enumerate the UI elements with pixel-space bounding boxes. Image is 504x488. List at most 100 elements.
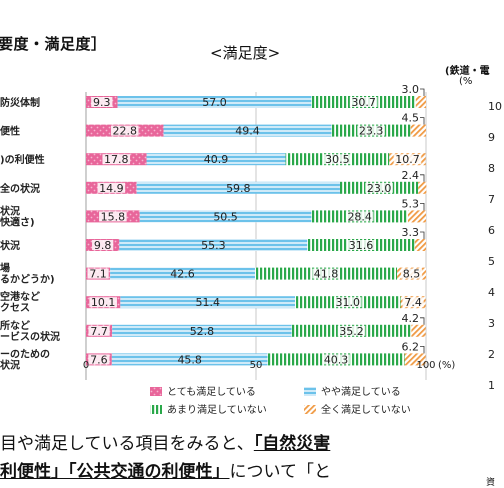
data-label-bg [89,297,117,308]
x-tick-label: 50 [250,360,263,371]
data-label-bg [365,182,393,193]
data-label: 52.8 [190,325,215,338]
category-label: るかどうか) [0,273,55,286]
data-label: 7.6 [90,353,108,366]
data-label: 40.3 [324,353,349,366]
data-label: 35.2 [339,325,364,338]
bottom-line-2-plain: について「と [229,462,332,482]
data-label: 31.6 [349,239,374,252]
data-label: 7.1 [89,268,107,281]
right-axis-tick: 3 [488,317,495,330]
data-label: 49.4 [235,125,260,138]
bar-somewhat_satisfied [110,267,255,280]
right-chart-note: (鉄道・電 [445,66,490,77]
leader-line [420,202,425,211]
data-label: 7.7 [90,325,108,338]
data-label: 41.8 [314,268,339,281]
data-label: 28.4 [347,210,372,223]
bar-somewhat_satisfied [117,96,312,108]
category-label: ービスの状況 [0,330,60,343]
leader-line [420,231,425,239]
legend-label: やや満足している [321,386,401,398]
data-label: 17.8 [104,153,129,166]
right-axis-tick: 5 [488,255,495,268]
legend-label: とても満足している [167,386,256,398]
category-label: )の利便性 [0,153,45,166]
category-label: 状況 [0,204,20,217]
data-label-bg [402,297,424,308]
category-label: 場 [0,262,10,275]
data-label: 10.1 [91,296,116,309]
leader-line [420,174,425,182]
category-label: 全の状況 [0,182,40,195]
data-label: 15.8 [101,210,126,223]
bottom-line-1-plain: 目や満足している項目をみると、 [0,434,254,454]
bar-somewhat_satisfied [146,153,286,166]
data-label: 22.8 [113,125,138,138]
category-label: ーのための [0,348,50,360]
right-axis-tick: 8 [488,162,495,175]
bottom-line-1: 目や満足している項目をみると、「自然災害 [0,430,331,458]
data-label-bg [400,268,423,279]
x-unit-label: (%) [438,360,455,371]
data-label: 23.3 [359,125,384,138]
bottom-paragraph: 目や満足している項目をみると、「自然災害 利便性」「公共交通の利便性」について「… [0,430,331,486]
data-label-bg [110,125,139,136]
right-axis-tick: 1 [488,379,495,392]
data-label: 51.4 [195,296,220,309]
bar-not_at_all [414,239,426,251]
right-axis-tick: 2 [488,348,495,361]
data-label-bg [102,154,131,165]
legend-swatch-somewhat_satisfied [304,387,316,396]
data-label-outside: 2.4 [402,169,420,182]
legend-swatch-not_very_satisfied [150,405,162,414]
data-label: 42.6 [170,268,195,281]
bar-not_at_all [407,210,426,223]
data-label: 40.9 [204,153,229,166]
category-label: クセス [0,302,30,314]
data-label-bg [92,240,114,250]
data-label: 7.4 [404,296,422,309]
data-label: 10.7 [395,153,420,166]
bottom-line-1-underlined: 「自然災害 [253,434,331,454]
source-note: 資 [486,478,496,488]
data-label: 45.8 [177,353,202,366]
bottom-line-2-underlined-2: 「公共交通の利便性」 [68,462,230,482]
data-label: 31.0 [336,296,361,309]
leader-line [420,317,425,325]
bar-not_at_all [410,124,426,137]
category-label: 状況 [0,358,20,371]
bar-somewhat_satisfied [136,181,340,194]
data-label-bg [99,211,127,222]
data-label-outside: 6.2 [402,340,420,353]
x-tick-label: 0 [83,360,89,371]
category-label: 状況 [0,239,20,252]
data-label-bg [347,240,375,250]
legend-swatch-not_at_all [304,405,316,414]
right-axis-tick: 6 [488,224,495,237]
right-axis-tick: 4 [488,286,495,299]
right-axis-tick: 7 [488,193,495,206]
category-label: 空港など [0,290,40,303]
section-header: 要度・満足度］ [0,35,107,53]
data-label-outside: 5.3 [402,197,420,210]
data-label: 9.3 [93,96,111,109]
data-label-bg [334,297,362,308]
category-label: 防災体制 [0,96,40,109]
data-label: 50.5 [213,210,238,223]
legend-label: あまり満足していない [167,404,267,416]
bar-not_at_all [415,96,426,108]
data-label-bg [87,268,109,279]
data-label: 9.8 [94,239,112,252]
right-axis-tick: 9 [488,131,495,144]
category-label: 所など [0,319,30,332]
legend-swatch-very_satisfied [150,387,162,396]
leader-line [420,88,425,96]
bar-somewhat_satisfied [112,324,292,337]
data-label-bg [337,325,366,336]
data-label-bg [345,211,374,222]
data-label-bg [322,354,350,365]
data-label-bg [357,125,385,136]
data-label-outside: 3.0 [402,83,420,96]
